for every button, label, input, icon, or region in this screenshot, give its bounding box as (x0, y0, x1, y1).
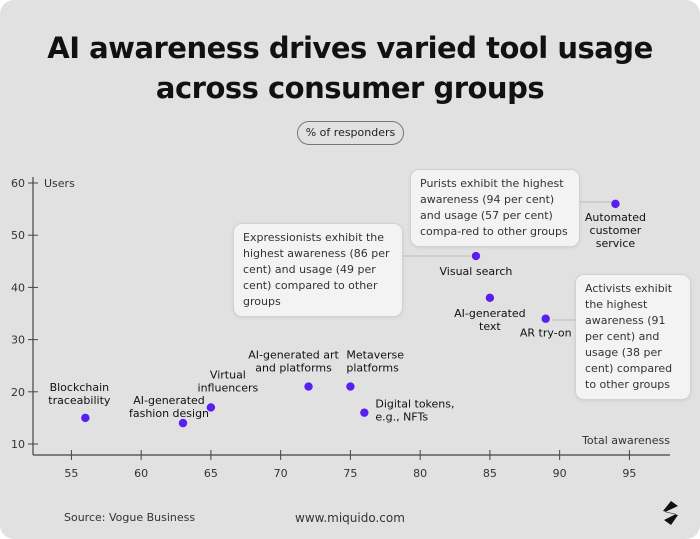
y-tick-label: 50 (11, 229, 25, 242)
y-axis-label: Users (44, 177, 75, 190)
point-label: AI-generated art and platforms (248, 349, 339, 375)
website-link[interactable]: www.miquido.com (295, 511, 405, 525)
point-label: AI-generated text (454, 307, 526, 333)
subtitle-pill: % of responders (297, 121, 404, 145)
point-label-line: AR try-on (520, 327, 572, 340)
point-label-line: platforms (346, 362, 399, 375)
data-point (346, 382, 355, 391)
point-label-line: Visual search (440, 265, 513, 278)
y-tick-label: 40 (11, 281, 25, 294)
y-tick-label: 30 (11, 334, 25, 347)
x-tick-label: 60 (134, 467, 148, 480)
x-tick-label: 75 (343, 467, 357, 480)
data-point (81, 413, 90, 423)
source-text: Source: Vogue Business (64, 511, 196, 524)
point-label-line: influencers (198, 381, 259, 394)
point-label-line: Automated (585, 211, 646, 224)
point-label: Visual search (440, 265, 513, 278)
chart-title: AI awareness drives varied tool usage ac… (47, 31, 653, 105)
y-tick-label: 60 (11, 177, 25, 190)
point-label-line: AI-generated (454, 307, 526, 320)
point-label-line: Metaverse (346, 349, 404, 362)
x-tick-label: 65 (204, 467, 218, 480)
point-label-line: fashion design (129, 407, 209, 420)
point-label-line: and platforms (255, 362, 332, 375)
y-tick-label: 20 (11, 386, 25, 399)
data-point (611, 199, 620, 209)
data-point (541, 314, 550, 323)
data-point (471, 251, 481, 261)
x-tick-label: 85 (483, 467, 497, 480)
callout-activists: Activists exhibit the highest awareness … (575, 274, 691, 400)
point-label: Digital tokens, e.g., NFTs (375, 398, 454, 424)
x-tick-label: 55 (64, 467, 78, 480)
data-point (360, 408, 369, 417)
point-label: Metaverse platforms (346, 349, 404, 375)
point-label-line: Blockchain (50, 381, 110, 394)
x-tick-label: 80 (413, 467, 427, 480)
point-label-line: customer (590, 224, 642, 237)
callout-purists: Purists exhibit the highest awareness (9… (410, 169, 580, 247)
point-label-line: Virtual (210, 368, 246, 381)
x-tick-label: 90 (553, 467, 567, 480)
point-label: AR try-on (520, 327, 572, 340)
point-label-line: AI-generated (133, 394, 205, 407)
point-label-line: traceability (48, 394, 111, 407)
y-tick-label: 10 (11, 438, 25, 451)
data-point (485, 293, 495, 303)
data-point (206, 403, 216, 412)
point-label-line: Digital tokens, (375, 398, 454, 411)
x-tick-label: 70 (274, 467, 288, 480)
point-label: AI-generated fashion design (129, 394, 209, 420)
point-label: Virtual influencers (198, 368, 259, 394)
point-label-line: e.g., NFTs (375, 411, 428, 424)
x-tick-label: 95 (622, 467, 636, 480)
point-label: Blockchain traceability (48, 381, 111, 407)
x-axis-label: Total awareness (581, 434, 670, 447)
point-label: Automated customer service (585, 211, 646, 250)
data-point (304, 382, 313, 391)
miquido-logo-icon (663, 501, 678, 525)
data-point (178, 418, 188, 428)
point-label-line: AI-generated art (248, 349, 339, 362)
point-label-line: service (596, 237, 636, 250)
callout-expressionists: Expressionists exhibit the highest aware… (233, 223, 403, 317)
point-label-line: text (479, 320, 501, 333)
